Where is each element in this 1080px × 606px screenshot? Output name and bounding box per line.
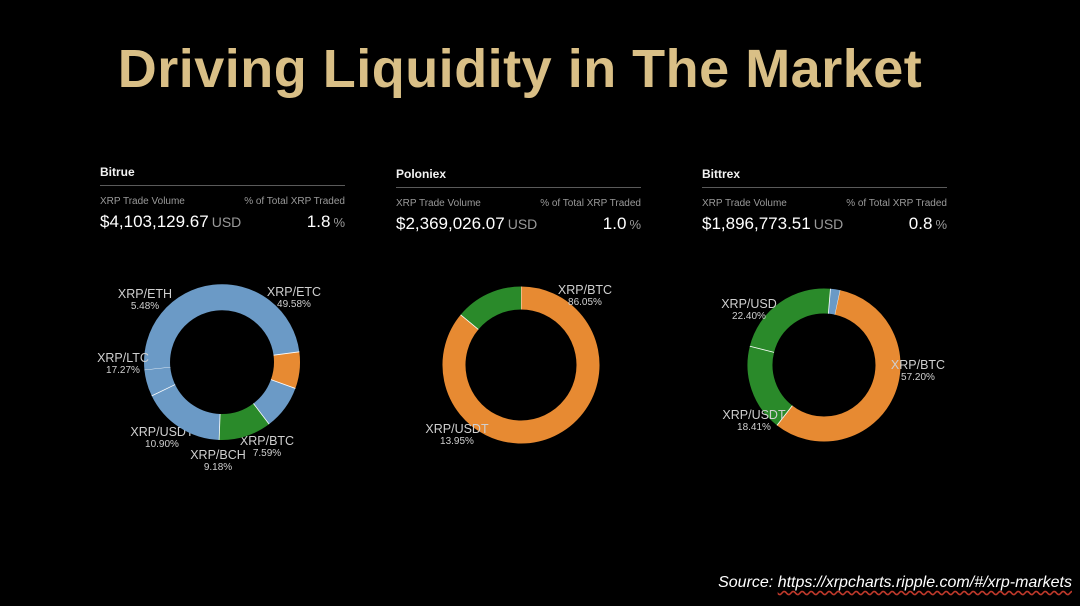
exchange-name: Poloniex	[396, 167, 447, 181]
slice-label: XRP/USDT	[425, 422, 489, 436]
percent-unit: %	[629, 217, 641, 232]
slice-xrp-btc[interactable]	[270, 351, 300, 389]
slice-xrp-usdt[interactable]	[747, 346, 793, 426]
slice-percent-label: 49.58%	[277, 299, 311, 310]
slice-label: XRP/BTC	[891, 358, 945, 372]
source-citation[interactable]: Source: https://xrpcharts.ripple.com/#/x…	[718, 574, 1072, 591]
page-title: Driving Liquidity in The Market	[117, 39, 923, 99]
exchange-panel-bitrue: Bitrue XRP Trade Volume % of Total XRP T…	[100, 165, 345, 234]
slice-label: XRP/USDT	[130, 425, 194, 439]
slice-percent-label: 86.05%	[568, 297, 602, 308]
slice-label: XRP/ETH	[118, 287, 172, 301]
percent-label: % of Total XRP Traded	[540, 198, 641, 209]
slice-separator	[827, 288, 831, 314]
volume-label: XRP Trade Volume	[702, 198, 787, 209]
slice-separator	[749, 345, 775, 353]
volume-unit: USD	[813, 216, 844, 232]
slice-xrp-etc[interactable]	[144, 284, 300, 371]
exchange-name: Bitrue	[100, 165, 135, 179]
slice-separator	[218, 413, 221, 440]
exchange-name: Bittrex	[702, 167, 741, 181]
slice-percent-label: 22.40%	[732, 311, 766, 322]
slice-other[interactable]	[828, 288, 840, 315]
slice-separator	[270, 379, 296, 389]
percent-label: % of Total XRP Traded	[244, 196, 345, 207]
divider	[100, 185, 345, 186]
exchange-panel-bittrex: Bittrex XRP Trade Volume % of Total XRP …	[702, 167, 947, 236]
slice-xrp-btc[interactable]	[777, 290, 901, 442]
percent-value: 1.8%	[306, 212, 345, 231]
slice-percent-label: 13.95%	[440, 436, 474, 447]
slice-xrp-ltc[interactable]	[151, 384, 221, 440]
volume-value: $4,103,129.67 USD	[100, 212, 242, 231]
volume-value: $1,896,773.51 USD	[702, 214, 844, 233]
slice-label: XRP/USDT	[722, 408, 786, 422]
slice-percent-label: 17.27%	[106, 365, 140, 376]
divider	[702, 187, 947, 188]
slice-xrp-btc[interactable]	[442, 286, 600, 444]
percent-unit: %	[935, 217, 947, 232]
exchange-panel-poloniex: Poloniex XRP Trade Volume % of Total XRP…	[396, 167, 641, 236]
slice-percent-label: 57.20%	[901, 372, 935, 383]
volume-unit: USD	[211, 214, 242, 230]
volume-label: XRP Trade Volume	[396, 198, 481, 209]
slice-percent-label: 7.59%	[253, 448, 281, 459]
percent-unit: %	[333, 215, 345, 230]
slice-separator	[776, 405, 793, 426]
slice-separator	[253, 403, 270, 425]
slice-xrp-usdt[interactable]	[219, 403, 270, 440]
slice-percent-label: 10.90%	[145, 439, 179, 450]
volume-unit: USD	[507, 216, 538, 232]
volume-value: $2,369,026.07 USD	[396, 214, 538, 233]
slice-separator	[273, 351, 300, 356]
slice-label: XRP/ETC	[267, 285, 321, 299]
slice-xrp-usd[interactable]	[749, 288, 831, 353]
slice-label: XRP/BCH	[190, 448, 246, 462]
slice-label: XRP/LTC	[97, 351, 149, 365]
slice-xrp-usdt[interactable]	[460, 286, 522, 330]
slice-percent-label: 18.41%	[737, 422, 771, 433]
slice-xrp-bch[interactable]	[252, 379, 296, 425]
source-url[interactable]: https://xrpcharts.ripple.com/#/xrp-marke…	[777, 574, 1072, 591]
slice-xrp-eth[interactable]	[144, 366, 176, 396]
slice-percent-label: 5.48%	[131, 301, 159, 312]
slice-percent-label: 9.18%	[204, 462, 232, 473]
slice-label: XRP/BTC	[240, 434, 294, 448]
slice-label: XRP/BTC	[558, 283, 612, 297]
percent-value: 1.0%	[602, 214, 641, 233]
slice-separator	[460, 314, 479, 330]
percent-label: % of Total XRP Traded	[846, 198, 947, 209]
divider	[396, 187, 641, 188]
slice-separator	[151, 384, 176, 397]
slice-label: XRP/USD	[721, 297, 777, 311]
percent-value: 0.8%	[908, 214, 947, 233]
volume-label: XRP Trade Volume	[100, 196, 185, 207]
